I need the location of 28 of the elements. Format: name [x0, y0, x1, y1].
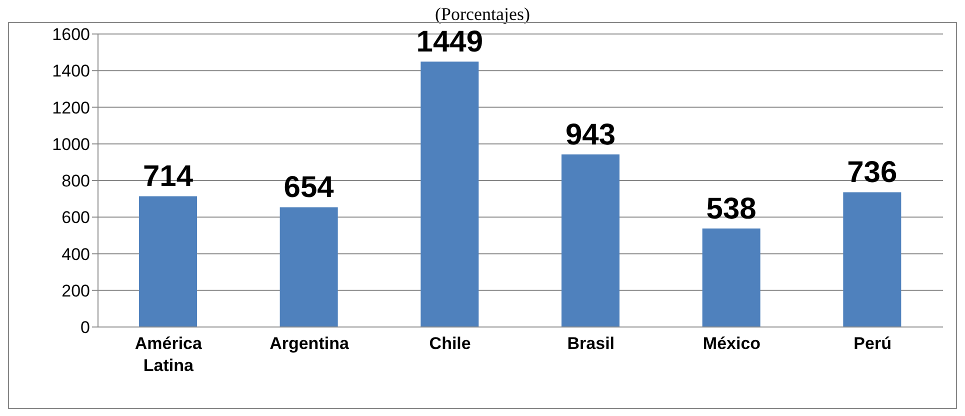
y-tick-label: 400	[62, 244, 90, 264]
y-tick-label: 600	[62, 208, 90, 228]
y-tick-label: 800	[62, 172, 90, 191]
y-tick-label: 0	[80, 318, 90, 338]
y-tick-label: 1000	[52, 134, 90, 154]
x-tick-label: Argentina	[270, 334, 350, 353]
bar	[420, 62, 479, 327]
chart-title: (Porcentajes)	[434, 4, 531, 25]
x-tick-label: México	[702, 334, 761, 353]
y-tick-label: 1400	[52, 62, 90, 81]
data-label: 1449	[416, 26, 484, 59]
x-tick-label: Chile	[429, 334, 471, 353]
data-label: 943	[565, 118, 616, 152]
y-tick-label: 1200	[52, 98, 90, 118]
bar	[843, 192, 902, 327]
data-label: 538	[706, 192, 756, 226]
x-tick-label: Perú	[854, 334, 892, 353]
y-tick-label: 200	[62, 281, 90, 300]
x-tick-label: Brasil	[567, 334, 615, 353]
bar	[280, 207, 338, 327]
y-tick-label: 1600	[52, 25, 90, 44]
x-tick-label: América Latina	[134, 334, 203, 375]
bar	[562, 154, 620, 327]
data-label: 654	[284, 171, 334, 204]
bar	[139, 196, 197, 327]
bar	[702, 228, 760, 327]
data-label: 714	[142, 160, 194, 194]
data-label: 736	[847, 156, 898, 190]
